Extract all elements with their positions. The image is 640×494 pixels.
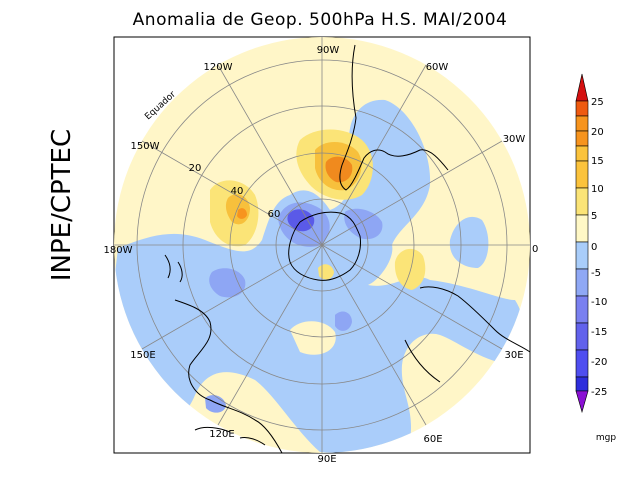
colorbar-cell: [575, 349, 589, 378]
meridian-line: [217, 64, 323, 246]
colorbar-tick-label: 5: [591, 211, 597, 222]
meridians: [114, 37, 530, 453]
lon-label: 60W: [426, 62, 449, 73]
colorbar-cell: [575, 160, 589, 189]
colorbar-tick-label: 15: [591, 156, 604, 167]
colorbar-cell: [575, 322, 589, 351]
meridian-line: [321, 244, 427, 426]
meridian-line: [217, 244, 323, 426]
australia-coast: [174, 299, 283, 454]
colorbar-tick-label: 20: [591, 127, 604, 138]
colorbar-cell: [575, 115, 589, 132]
colorbar-cell: [575, 214, 589, 243]
colorbar-tick-label: 0: [591, 242, 597, 253]
longitude-labels: 90W 60W 30W 0 30E 60E 90E 120E 150E 180W…: [104, 45, 539, 465]
colorbar-cell: [575, 100, 589, 117]
south-america-coast: [339, 44, 449, 191]
colorbar-cell: [575, 295, 589, 324]
lon-label: 180W: [104, 245, 133, 256]
colorbar-cell: [575, 241, 589, 270]
negative-anomaly-region: [290, 321, 336, 355]
colorbar-cell: [575, 145, 589, 162]
colorbar-cell: [575, 376, 589, 392]
colorbar-tick-label: -25: [591, 387, 607, 398]
negative-anomaly-region: [449, 216, 489, 268]
lon-label: 30W: [503, 134, 526, 145]
lat-label: 20: [189, 163, 202, 174]
lon-label: 60E: [423, 434, 442, 445]
positive-anomaly-region: [394, 248, 426, 290]
meridian-line: [321, 64, 427, 246]
lon-label: 30E: [504, 350, 523, 361]
negative-anomaly-peak: [287, 209, 315, 232]
africa-coast: [419, 286, 531, 353]
lon-label: 0: [532, 244, 538, 255]
colorbar-top-arrow: [575, 73, 589, 102]
lon-label: 150E: [130, 350, 155, 361]
lat-label: 40: [231, 186, 244, 197]
negative-anomaly-region: [350, 315, 380, 348]
colorbar-tick-label: -20: [591, 357, 607, 368]
colorbar-cell: [575, 187, 589, 216]
positive-anomaly-peak: [237, 208, 247, 219]
lon-label: 120E: [209, 429, 234, 440]
colorbar-tick-label: 25: [591, 97, 604, 108]
colorbar-cell: [575, 130, 589, 147]
meridian-line: [141, 244, 323, 350]
lon-label: 120W: [204, 62, 233, 73]
meridian-line: [321, 140, 503, 246]
meridian-line: [321, 244, 503, 350]
colorbar-ticks: 25 20 15 10 5 0 -5 -10 -15 -20 -25 mgp: [591, 97, 616, 443]
colorbar-tick-label: -15: [591, 327, 607, 338]
indonesia-coast: [194, 426, 266, 446]
africa-coast: [404, 339, 441, 383]
colorbar-tick-label: 10: [591, 184, 604, 195]
negative-anomaly-core: [335, 311, 352, 331]
lat-label: 60: [268, 209, 281, 220]
negative-anomaly-core: [209, 268, 246, 298]
colorbar-tick-label: -5: [591, 268, 601, 279]
positive-anomaly-peak: [325, 156, 353, 183]
colorbar-unit: mgp: [596, 433, 616, 443]
antarctica-coast: [288, 211, 361, 281]
colorbar-tick-label: -10: [591, 297, 607, 308]
lon-label: 90E: [317, 454, 336, 465]
new-zealand-coast: [164, 254, 183, 283]
colorbar: [575, 73, 589, 414]
map-title: Anomalia de Geop. 500hPa H.S. MAI/2004: [132, 10, 508, 30]
colorbar-cell: [575, 268, 589, 297]
lon-label: 150W: [131, 141, 160, 152]
lon-label: 90W: [317, 45, 340, 56]
coastlines: [164, 44, 531, 454]
meridian-line: [141, 140, 323, 246]
colorbar-bottom-arrow: [575, 390, 589, 414]
